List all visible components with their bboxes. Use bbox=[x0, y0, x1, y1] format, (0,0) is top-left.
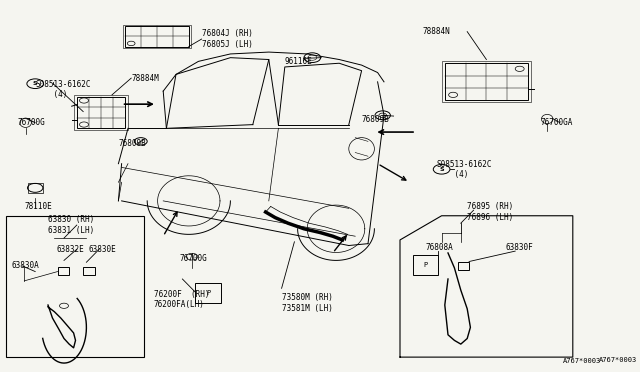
Text: 63830 (RH)
63831 (LH): 63830 (RH) 63831 (LH) bbox=[48, 215, 94, 235]
Text: S: S bbox=[439, 167, 444, 172]
Text: A767*0003: A767*0003 bbox=[563, 358, 602, 364]
Text: A767*0003: A767*0003 bbox=[598, 357, 637, 363]
Text: 78110E: 78110E bbox=[24, 202, 52, 211]
Text: P: P bbox=[424, 262, 428, 268]
Text: 76700G: 76700G bbox=[18, 118, 45, 127]
Bar bbox=[77, 97, 125, 128]
Bar bbox=[125, 26, 189, 46]
Bar bbox=[442, 61, 531, 102]
Bar bbox=[413, 255, 438, 275]
Text: S08513-6162C
    (4): S08513-6162C (4) bbox=[35, 80, 91, 99]
Text: 73580M (RH)
73581M (LH): 73580M (RH) 73581M (LH) bbox=[282, 294, 332, 313]
Text: 78884N: 78884N bbox=[422, 27, 450, 36]
Text: 63830E: 63830E bbox=[88, 245, 116, 254]
Text: 63830A: 63830A bbox=[12, 262, 39, 270]
Text: 76700G: 76700G bbox=[179, 254, 207, 263]
Bar bbox=[123, 25, 191, 48]
Text: 63830F: 63830F bbox=[506, 243, 533, 252]
Bar bbox=[83, 267, 95, 275]
Text: 76700GA: 76700GA bbox=[541, 118, 573, 127]
Bar bbox=[445, 63, 528, 100]
Bar bbox=[458, 262, 469, 270]
Text: P: P bbox=[206, 290, 210, 296]
Bar bbox=[58, 267, 69, 275]
Bar bbox=[195, 283, 221, 303]
Text: 96116E: 96116E bbox=[285, 57, 312, 66]
Text: 76809B: 76809B bbox=[362, 115, 389, 124]
Text: 76895 (RH)
76896 (LH): 76895 (RH) 76896 (LH) bbox=[467, 202, 513, 222]
Text: 76200F  (RH)
76200FA(LH): 76200F (RH) 76200FA(LH) bbox=[154, 290, 209, 309]
Text: 78884M: 78884M bbox=[131, 74, 159, 83]
Text: S08513-6162C
    (4): S08513-6162C (4) bbox=[436, 160, 492, 179]
Bar bbox=[6, 216, 144, 357]
Text: 76804J (RH)
76805J (LH): 76804J (RH) 76805J (LH) bbox=[202, 29, 252, 49]
Bar bbox=[28, 183, 43, 193]
Text: 76809B: 76809B bbox=[118, 139, 146, 148]
Bar bbox=[74, 95, 128, 130]
Text: S: S bbox=[33, 81, 38, 86]
Text: 76808A: 76808A bbox=[426, 243, 453, 252]
Text: 63832E: 63832E bbox=[56, 245, 84, 254]
